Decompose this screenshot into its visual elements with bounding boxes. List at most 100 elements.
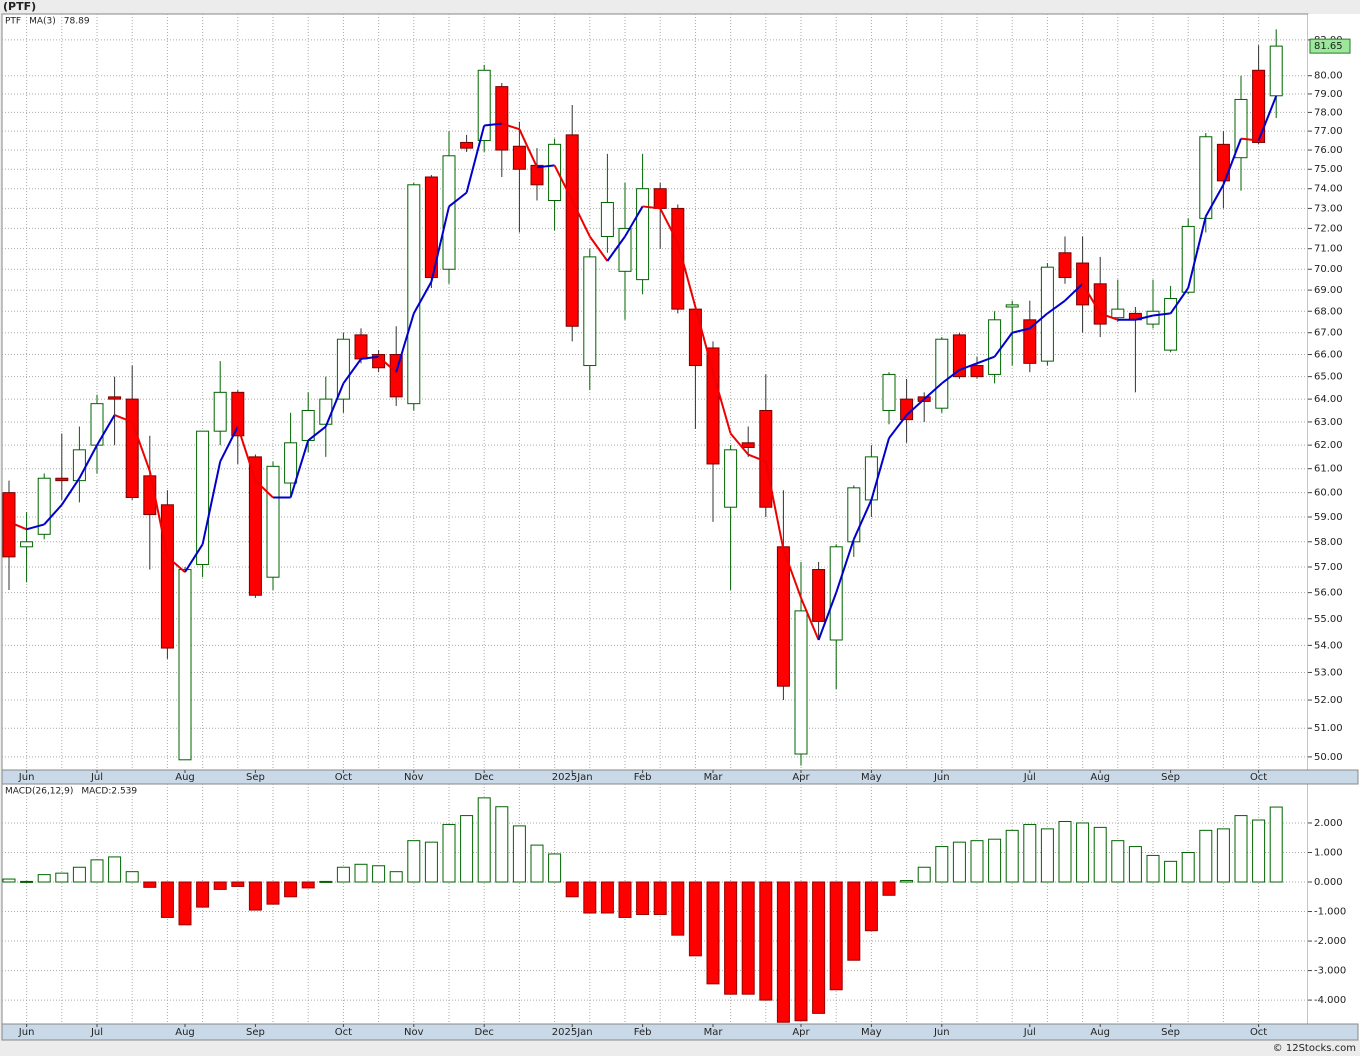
- ma-line: [712, 371, 732, 434]
- candle-body: [178, 569, 192, 761]
- y-tick-label: 66.00: [1314, 350, 1343, 361]
- macd-bar: [1216, 828, 1230, 883]
- candle-body: [970, 365, 984, 378]
- y-tick-label: 54.00: [1314, 640, 1343, 651]
- candle-body: [1093, 283, 1107, 325]
- macd-bar: [741, 881, 755, 995]
- candle-body: [794, 610, 808, 755]
- candle-body: [583, 256, 597, 367]
- ma-line: [694, 306, 714, 373]
- y-tick-label: 0.000: [1314, 877, 1343, 888]
- legend-label: MACD:2.539: [81, 787, 137, 797]
- y-tick-label: 74.00: [1314, 184, 1343, 195]
- x-tick-label: May: [861, 1027, 882, 1038]
- macd-bar: [636, 881, 650, 915]
- macd-bar: [319, 880, 333, 883]
- candle-body: [336, 338, 350, 400]
- ma-line: [852, 499, 873, 540]
- macd-bar: [882, 881, 896, 896]
- candle-body: [1216, 143, 1230, 182]
- ma-line: [307, 425, 327, 442]
- candle-body: [548, 143, 562, 202]
- ma-line: [501, 122, 520, 131]
- axis-panel: [1308, 14, 1360, 1040]
- candle-body: [1146, 310, 1160, 325]
- candle-body: [477, 69, 491, 142]
- macd-bar: [1199, 829, 1213, 883]
- ma-line: [96, 414, 116, 446]
- x-tick-label: Sep: [246, 1027, 265, 1038]
- macd-bar: [864, 881, 878, 932]
- y-tick-label: 72.00: [1314, 223, 1343, 234]
- candle-body: [125, 398, 139, 498]
- macd-bar: [424, 841, 438, 883]
- ma-line: [131, 421, 151, 472]
- ma-line: [148, 470, 169, 558]
- macd-bar: [829, 881, 843, 991]
- candle-body: [213, 391, 227, 432]
- candle-body: [847, 487, 861, 543]
- chart-title: (PTF): [3, 0, 36, 13]
- candle-body: [706, 347, 720, 465]
- candle-body: [1058, 252, 1072, 279]
- macd-bar: [776, 881, 790, 1023]
- candle-body: [1199, 136, 1213, 219]
- ma-line: [747, 453, 767, 463]
- x-tick-label: Jun: [18, 1027, 35, 1038]
- ma-line: [729, 432, 749, 456]
- y-tick-label: -2.000: [1314, 936, 1346, 947]
- date-band: [1, 1023, 1359, 1041]
- macd-bar: [812, 881, 826, 1014]
- ma-line: [201, 461, 222, 545]
- ma-line: [430, 206, 450, 282]
- macd-bar: [143, 881, 157, 888]
- candle-body: [512, 145, 526, 170]
- candle-body: [407, 184, 421, 405]
- ma-line: [1169, 287, 1190, 314]
- macd-bar: [20, 880, 34, 883]
- ma-line: [60, 477, 81, 506]
- ma-line: [78, 444, 98, 479]
- ma-line: [448, 191, 468, 208]
- x-tick-label: Aug: [1090, 772, 1110, 783]
- macd-bar: [231, 881, 245, 887]
- ma-line: [1064, 283, 1084, 302]
- macd-bar: [759, 881, 773, 1001]
- x-tick-label: Jun: [933, 1027, 950, 1038]
- price-panel: [1, 13, 1309, 771]
- x-tick-label: Jun: [18, 772, 35, 783]
- candle-body: [671, 207, 685, 310]
- candle-body: [864, 456, 878, 501]
- y-tick-label: 60.00: [1314, 488, 1343, 499]
- ma-line: [324, 382, 345, 427]
- candle-body: [812, 569, 826, 622]
- macd-bar: [1058, 820, 1072, 883]
- candle-body: [724, 449, 738, 508]
- macd-bar: [2, 878, 16, 883]
- y-tick-label: 51.00: [1314, 723, 1343, 734]
- macd-bar: [600, 881, 614, 914]
- y-tick-label: 79.00: [1314, 89, 1343, 100]
- date-band: [1, 769, 1359, 785]
- x-tick-label: Nov: [404, 772, 424, 783]
- y-tick-label: 75.00: [1314, 164, 1343, 175]
- candle-body: [1111, 308, 1125, 319]
- ma-line: [870, 437, 890, 501]
- ma-line: [817, 592, 838, 641]
- candle-body: [988, 319, 1002, 375]
- legend-label: MACD(26,12,9): [5, 787, 73, 797]
- candle-body: [600, 201, 614, 237]
- ma-line: [395, 313, 415, 373]
- ma-line: [536, 164, 555, 169]
- ma-line: [941, 369, 961, 385]
- macd-bar: [917, 866, 931, 883]
- y-tick-label: 59.00: [1314, 512, 1343, 523]
- ma-line: [43, 504, 63, 526]
- candle-body: [952, 334, 966, 378]
- ma-line: [923, 382, 943, 400]
- macd-bar: [477, 797, 491, 883]
- legend-label: MA(3): [29, 17, 56, 27]
- macd-bar: [354, 863, 368, 883]
- macd-bar: [213, 881, 227, 890]
- macd-bar: [724, 881, 738, 995]
